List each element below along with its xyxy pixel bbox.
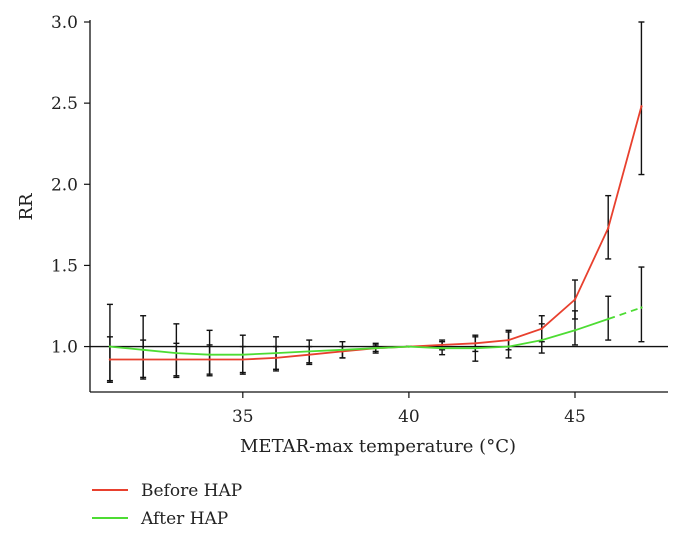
data-point-before-hap — [607, 226, 610, 230]
data-point-after-hap — [573, 329, 577, 332]
y-tick-label: 2.0 — [51, 175, 78, 195]
data-point-before-hap — [108, 358, 112, 361]
data-point-after-hap — [607, 317, 610, 321]
axes — [84, 20, 668, 398]
error-bars — [106, 21, 645, 383]
data-point-before-hap — [474, 342, 477, 345]
data-point-before-hap — [241, 358, 245, 361]
y-axis-title: RR — [16, 193, 37, 221]
data-point-before-hap — [208, 358, 211, 361]
series-lines — [108, 105, 643, 361]
series-line-after-hap — [109, 318, 609, 356]
data-point-after-hap — [540, 338, 543, 342]
data-point-before-hap — [175, 358, 178, 361]
x-tick-label: 35 — [232, 407, 254, 427]
data-point-before-hap — [141, 358, 145, 361]
data-point-after-hap — [474, 346, 477, 350]
data-point-after-hap — [341, 348, 344, 352]
data-point-after-hap — [175, 351, 178, 355]
data-point-before-hap — [640, 105, 643, 108]
data-point-after-hap — [407, 345, 411, 348]
x-tick-label: 45 — [564, 407, 586, 427]
legend-label-before-hap: Before HAP — [141, 481, 242, 501]
y-tick-label: 1.5 — [51, 256, 78, 276]
data-point-after-hap — [141, 348, 145, 352]
legend: Before HAP After HAP — [92, 481, 242, 529]
data-point-after-hap — [308, 350, 311, 353]
data-point-before-hap — [440, 343, 444, 347]
data-point-after-hap — [208, 353, 211, 356]
x-axis-title: METAR-max temperature (°C) — [240, 436, 516, 457]
y-tick-label: 3.0 — [51, 13, 78, 33]
series-line-after-hap-dashed — [607, 306, 642, 320]
legend-label-after-hap: After HAP — [140, 509, 228, 529]
x-tick-label: 40 — [398, 407, 420, 427]
y-tick-label: 2.5 — [51, 94, 78, 114]
data-point-before-hap — [573, 298, 577, 301]
data-point-before-hap — [540, 327, 543, 330]
data-point-before-hap — [274, 356, 278, 360]
data-point-after-hap — [640, 306, 643, 309]
tick-labels: 1.0 1.5 2.0 2.5 3.0 35 40 45 — [51, 13, 586, 427]
series-line-before-hap — [109, 106, 643, 361]
data-point-after-hap — [108, 345, 112, 348]
data-point-after-hap — [440, 346, 444, 350]
data-point-after-hap — [374, 346, 377, 350]
data-point-after-hap — [241, 353, 245, 356]
data-point-after-hap — [507, 345, 510, 348]
data-point-before-hap — [308, 353, 311, 356]
data-point-after-hap — [274, 351, 278, 355]
data-point-before-hap — [507, 338, 510, 342]
y-tick-label: 1.0 — [51, 338, 78, 358]
